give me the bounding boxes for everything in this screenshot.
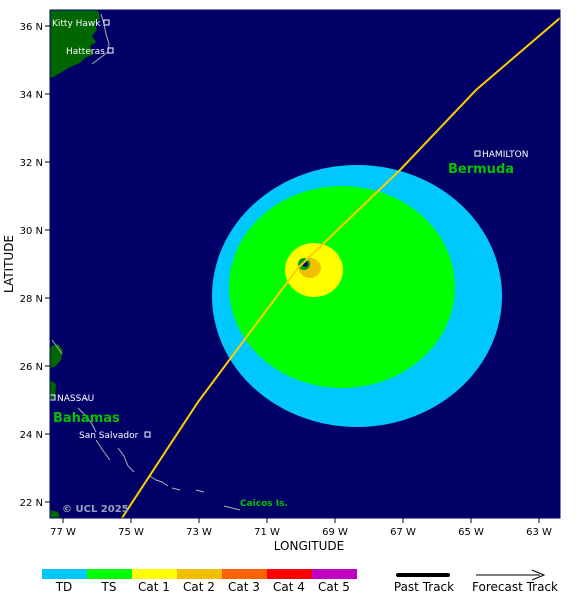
x-tick-label: 67 W <box>390 527 416 538</box>
wind-field <box>212 165 502 427</box>
x-tick-label: 65 W <box>458 527 484 538</box>
x-axis: 77 W 75 W 73 W 71 W 69 W 67 W 65 W 63 W <box>50 518 552 538</box>
place-kitty-hawk: Kitty Hawk <box>52 19 101 29</box>
bahamas-islands <box>51 339 241 511</box>
place-hamilton: HAMILTON <box>482 150 528 160</box>
x-tick-label: 77 W <box>50 527 76 538</box>
legend-swatch-cat3 <box>222 569 267 579</box>
y-tick-label: 28 N <box>20 294 43 305</box>
legend-label-cat1: Cat 1 <box>138 580 170 594</box>
legend-color-bar <box>42 569 357 579</box>
place-caicos: Caicos Is. <box>240 499 288 509</box>
y-tick-label: 22 N <box>20 498 43 509</box>
place-nassau: NASSAU <box>57 394 94 404</box>
x-tick-label: 71 W <box>254 527 280 538</box>
y-tick-label: 32 N <box>20 158 43 169</box>
y-axis: 36 N 34 N 32 N 30 N 28 N 26 N 24 N 22 N <box>20 22 50 509</box>
legend-label-td: TD <box>55 580 73 594</box>
x-tick-label: 75 W <box>118 527 144 538</box>
y-tick-label: 30 N <box>20 226 43 237</box>
legend-label-cat5: Cat 5 <box>318 580 350 594</box>
legend-swatch-cat2 <box>177 569 222 579</box>
x-tick-label: 63 W <box>526 527 552 538</box>
legend-swatch-cat5 <box>312 569 357 579</box>
map-frame <box>49 9 561 519</box>
copyright-label: © UCL 2025 <box>62 504 129 515</box>
x-tick-label: 69 W <box>322 527 348 538</box>
legend-label-cat3: Cat 3 <box>228 580 260 594</box>
legend-label-cat4: Cat 4 <box>273 580 305 594</box>
forecast-track-label: Forecast Track <box>472 580 558 594</box>
forecast-track-line <box>121 17 560 518</box>
place-bahamas: Bahamas <box>53 411 120 426</box>
legend-swatch-cat4 <box>267 569 312 579</box>
place-san-salvador: San Salvador <box>79 431 139 441</box>
land-north-carolina <box>50 10 100 78</box>
forecast-track-arrow-icon <box>531 569 546 581</box>
wind-zone-ts <box>229 186 455 388</box>
past-track-label: Past Track <box>394 580 454 594</box>
legend-label-ts: TS <box>101 580 117 594</box>
y-axis-title: LATITUDE <box>2 235 16 293</box>
legend-swatch-cat1 <box>132 569 177 579</box>
legend-label-cat2: Cat 2 <box>183 580 215 594</box>
y-tick-label: 26 N <box>20 362 43 373</box>
land-cuba-edge <box>50 510 60 518</box>
y-tick-label: 36 N <box>20 22 43 33</box>
y-tick-label: 24 N <box>20 430 43 441</box>
place-hatteras: Hatteras <box>66 47 105 57</box>
x-tick-label: 73 W <box>186 527 212 538</box>
legend-swatch-td <box>42 569 87 579</box>
x-axis-title: LONGITUDE <box>274 539 344 553</box>
place-bermuda: Bermuda <box>448 162 514 177</box>
y-tick-label: 34 N <box>20 90 43 101</box>
legend-swatch-ts <box>87 569 132 579</box>
